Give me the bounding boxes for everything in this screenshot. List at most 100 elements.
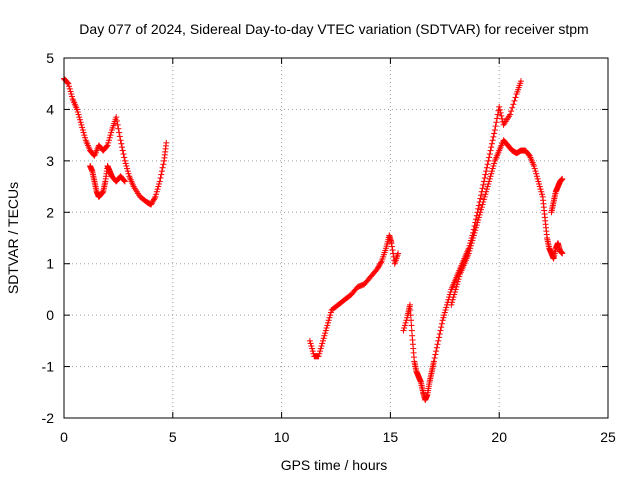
data-point xyxy=(408,322,415,329)
data-point xyxy=(388,240,395,247)
data-point xyxy=(493,119,500,126)
data-point xyxy=(375,264,382,271)
y-tick-label: 2 xyxy=(46,204,54,220)
data-point xyxy=(157,175,164,181)
data-point xyxy=(320,335,327,342)
data-point xyxy=(153,191,160,198)
data-point xyxy=(118,140,125,147)
data-point xyxy=(306,337,313,344)
data-point xyxy=(483,188,490,195)
data-point xyxy=(443,304,450,311)
data-point xyxy=(68,93,75,100)
data-point xyxy=(489,165,496,172)
data-point xyxy=(408,327,415,334)
data-point xyxy=(113,118,120,124)
data-point xyxy=(433,344,440,351)
data-point xyxy=(496,106,503,113)
data-point xyxy=(436,331,443,337)
data-point xyxy=(116,133,123,140)
data-point xyxy=(475,217,482,223)
data-point xyxy=(75,111,82,118)
data-point xyxy=(531,165,538,172)
data-point xyxy=(465,250,472,257)
data-point xyxy=(454,281,461,288)
data-point xyxy=(472,224,479,231)
data-point xyxy=(471,229,478,236)
data-point xyxy=(115,125,122,132)
data-point xyxy=(450,294,457,301)
data-point xyxy=(477,209,484,216)
data-point xyxy=(488,168,495,175)
data-point xyxy=(375,263,382,270)
data-point xyxy=(76,114,83,121)
data-point xyxy=(479,201,486,208)
data-point xyxy=(152,193,159,200)
data-point xyxy=(499,115,506,122)
data-point xyxy=(481,175,488,181)
data-point xyxy=(537,186,544,193)
data-point xyxy=(119,144,126,151)
data-point xyxy=(395,250,402,257)
data-point xyxy=(509,104,516,111)
data-point xyxy=(406,301,413,308)
data-point xyxy=(105,137,112,144)
data-point xyxy=(82,134,89,141)
data-point xyxy=(124,165,131,172)
data-point xyxy=(80,129,87,136)
data-point xyxy=(451,291,458,298)
data-point xyxy=(148,200,155,207)
data-point xyxy=(451,289,458,295)
data-point xyxy=(324,322,331,329)
data-point xyxy=(107,132,114,139)
data-point xyxy=(497,109,504,116)
y-tick-label: 4 xyxy=(46,101,54,117)
x-axis-label: GPS time / hours xyxy=(281,457,388,473)
data-point xyxy=(487,147,494,154)
data-point xyxy=(559,175,566,182)
data-point xyxy=(121,178,128,185)
data-point xyxy=(479,185,486,192)
data-point xyxy=(81,132,88,139)
data-point xyxy=(474,219,481,226)
data-point xyxy=(468,240,475,247)
data-point xyxy=(122,160,129,167)
data-point xyxy=(449,296,456,303)
data-point xyxy=(432,351,439,358)
data-point xyxy=(106,134,113,141)
grid xyxy=(64,58,608,418)
data-point xyxy=(158,168,165,175)
data-point xyxy=(155,183,162,190)
data-point xyxy=(454,278,461,285)
data-point xyxy=(438,324,445,331)
data-point xyxy=(323,325,330,331)
data-point xyxy=(507,111,514,118)
data-point xyxy=(158,171,165,178)
data-point xyxy=(481,193,488,200)
data-point xyxy=(408,317,415,324)
data-point xyxy=(490,163,497,169)
data-point xyxy=(496,103,503,110)
data-point xyxy=(74,106,81,113)
data-point xyxy=(433,348,440,355)
data-point xyxy=(124,168,131,175)
data-point xyxy=(510,101,517,108)
data-point xyxy=(442,307,449,313)
x-tick-label: 0 xyxy=(60,429,68,445)
data-point xyxy=(478,192,485,199)
data-point xyxy=(441,309,448,316)
data-point xyxy=(407,312,414,319)
data-point xyxy=(498,112,505,119)
x-tick-label: 10 xyxy=(274,429,290,445)
data-point xyxy=(374,265,381,272)
data-point xyxy=(307,340,314,347)
data-point xyxy=(470,235,477,241)
data-point xyxy=(401,322,408,329)
data-point xyxy=(79,127,86,133)
data-point xyxy=(512,94,519,101)
data-point xyxy=(401,325,408,331)
data-point xyxy=(121,157,128,164)
data-point xyxy=(559,250,566,257)
data-point xyxy=(486,178,493,185)
data-point xyxy=(478,206,485,213)
